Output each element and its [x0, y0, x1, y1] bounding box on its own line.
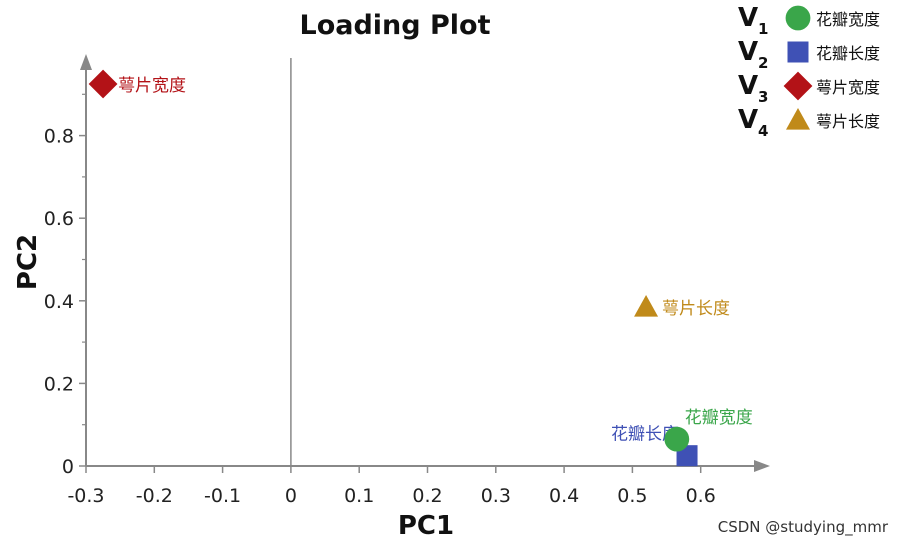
x-tick-label: 0.6: [686, 485, 716, 507]
data-point-label: 花瓣长度: [611, 425, 679, 445]
x-tick-label: -0.2: [136, 485, 173, 507]
data-point-triangle: [634, 294, 659, 317]
y-axis-arrow-icon: [80, 54, 92, 70]
y-tick-label: 0.6: [44, 208, 74, 230]
legend-variable: V: [738, 3, 758, 33]
x-tick-label: -0.3: [67, 485, 104, 507]
x-tick-label: 0: [285, 485, 297, 507]
x-tick-label: 0.1: [344, 485, 374, 507]
x-tick-label: 0.2: [412, 485, 442, 507]
chart-title: Loading Plot: [299, 10, 490, 41]
data-point-diamond: [88, 69, 118, 99]
x-axis-label: PC1: [398, 511, 454, 541]
x-tick-label: 0.4: [549, 485, 579, 507]
legend-subscript: 1: [758, 20, 768, 38]
legend-variable: V: [738, 37, 758, 67]
axes: -0.3 -0.2 -0.1 0 0.1 0.2 0.3 0.4 0.5 0.6 0 0.2 0.4 0.…: [44, 54, 770, 507]
legend-variable: V: [738, 105, 758, 135]
legend-label: 萼片长度: [816, 112, 880, 131]
legend-marker-diamond: [783, 71, 813, 101]
watermark: CSDN @studying_mmr: [717, 518, 888, 536]
legend-label: 花瓣长度: [816, 44, 880, 63]
y-tick-label: 0: [62, 456, 74, 478]
legend-subscript: 4: [758, 122, 768, 140]
y-tick-label: 0.8: [44, 126, 74, 148]
legend-marker-square: [787, 41, 809, 63]
data-point-circle: [664, 426, 690, 452]
legend-subscript: 3: [758, 88, 768, 106]
legend-label: 萼片宽度: [816, 78, 880, 97]
y-tick-label: 0.2: [44, 373, 74, 395]
data-point-label: 萼片长度: [662, 299, 730, 319]
x-tick-label: -0.1: [204, 485, 241, 507]
legend-marker-circle: [785, 5, 811, 31]
legend-subscript: 2: [758, 54, 768, 72]
legend-variable: V: [738, 71, 758, 101]
y-axis-label: PC2: [13, 234, 43, 290]
legend-marker-triangle: [786, 108, 810, 130]
data-point-label: 萼片宽度: [118, 76, 186, 96]
x-tick-label: 0.5: [617, 485, 647, 507]
x-tick-label: 0.3: [481, 485, 511, 507]
data-point-label: 花瓣宽度: [685, 408, 753, 428]
legend-label: 花瓣宽度: [816, 10, 880, 29]
y-tick-label: 0.4: [44, 291, 74, 313]
x-axis-arrow-icon: [754, 460, 770, 472]
